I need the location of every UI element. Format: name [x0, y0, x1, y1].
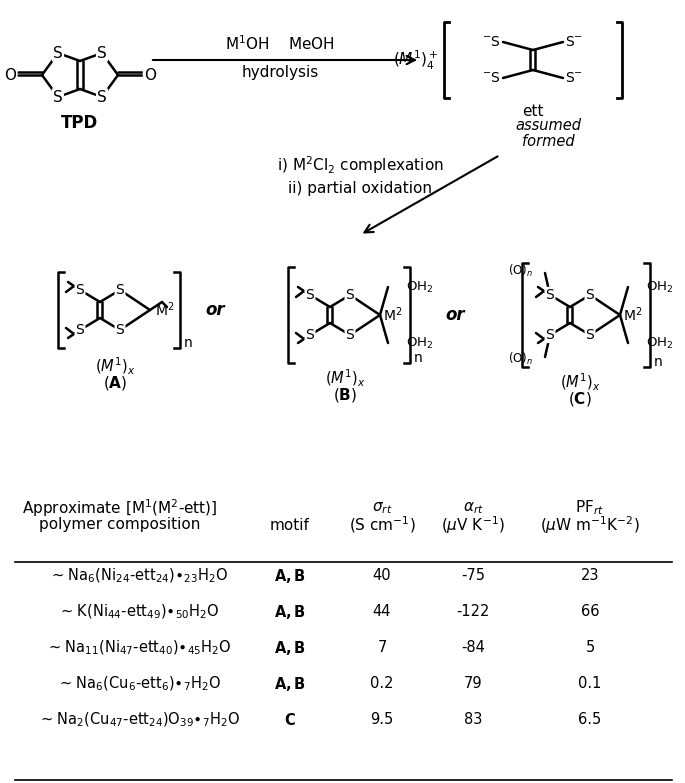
- Text: ($\mu$V K$^{-1}$): ($\mu$V K$^{-1}$): [441, 514, 505, 536]
- Text: S: S: [346, 288, 354, 302]
- Text: M$^1$OH    MeOH: M$^1$OH MeOH: [225, 34, 335, 53]
- Text: S: S: [97, 45, 107, 60]
- Text: -122: -122: [456, 604, 490, 619]
- Text: OH$_2$: OH$_2$: [646, 280, 673, 294]
- Text: S$^{-}$: S$^{-}$: [565, 71, 583, 85]
- Text: $\alpha_{rt}$: $\alpha_{rt}$: [462, 500, 484, 516]
- Text: 7: 7: [377, 640, 387, 655]
- Text: S: S: [53, 89, 63, 104]
- Text: -75: -75: [461, 568, 485, 583]
- Text: $(M^1)_4^+$: $(M^1)_4^+$: [393, 49, 438, 71]
- Text: $(\mathbf{C})$: $(\mathbf{C})$: [568, 390, 592, 408]
- Text: Approximate [M$^1$(M$^2$-ett)]: Approximate [M$^1$(M$^2$-ett)]: [22, 497, 218, 519]
- Text: S: S: [546, 288, 554, 302]
- Text: M$^2$: M$^2$: [623, 305, 643, 324]
- Text: PF$_{rt}$: PF$_{rt}$: [575, 499, 604, 518]
- Text: M$^2$: M$^2$: [383, 305, 402, 324]
- Text: ett: ett: [522, 104, 544, 120]
- Text: S: S: [546, 328, 554, 342]
- Text: formed: formed: [522, 133, 574, 149]
- Text: n: n: [184, 336, 192, 350]
- Text: O: O: [144, 67, 156, 82]
- Text: -84: -84: [461, 640, 485, 655]
- Text: polymer composition: polymer composition: [39, 518, 201, 532]
- Text: (O)$_n$: (O)$_n$: [508, 263, 533, 279]
- Text: (O)$_n$: (O)$_n$: [508, 351, 533, 367]
- Text: $^{-}$S: $^{-}$S: [482, 71, 501, 85]
- Text: $(M^1)_x$: $(M^1)_x$: [95, 355, 135, 377]
- Text: S: S: [306, 288, 314, 302]
- Text: assumed: assumed: [515, 118, 581, 133]
- Text: S: S: [97, 89, 107, 104]
- Text: S: S: [306, 328, 314, 342]
- Text: 23: 23: [581, 568, 599, 583]
- Text: hydrolysis: hydrolysis: [241, 64, 319, 80]
- Text: motif: motif: [270, 518, 310, 532]
- Text: 66: 66: [581, 604, 599, 619]
- Text: S: S: [116, 283, 125, 297]
- Text: n: n: [653, 355, 662, 369]
- Text: 5: 5: [586, 640, 595, 655]
- Text: $(\mathbf{B})$: $(\mathbf{B})$: [333, 386, 357, 404]
- Text: 9.5: 9.5: [371, 713, 394, 727]
- Text: TPD: TPD: [62, 114, 99, 132]
- Text: 79: 79: [464, 677, 482, 691]
- Text: 83: 83: [464, 713, 482, 727]
- Text: ($\mu$W m$^{-1}$K$^{-2}$): ($\mu$W m$^{-1}$K$^{-2}$): [540, 514, 640, 536]
- Text: ~ K(Ni$_{44}$-ett$_{49}$)$\bullet_{50}$H$_2$O: ~ K(Ni$_{44}$-ett$_{49}$)$\bullet_{50}$H…: [60, 603, 220, 621]
- Text: n: n: [414, 351, 423, 365]
- Text: OH$_2$: OH$_2$: [646, 335, 673, 351]
- Text: S$^{-}$: S$^{-}$: [565, 35, 583, 49]
- Text: $\mathbf{A,}$$\mathbf{B}$: $\mathbf{A,}$$\mathbf{B}$: [274, 567, 306, 585]
- Text: S: S: [75, 283, 84, 297]
- Text: S: S: [586, 328, 595, 342]
- Text: 0.1: 0.1: [578, 677, 601, 691]
- Text: ~ Na$_{11}$(Ni$_{47}$-ett$_{40}$)$\bullet_{45}$H$_2$O: ~ Na$_{11}$(Ni$_{47}$-ett$_{40}$)$\bulle…: [48, 639, 232, 657]
- Text: (S cm$^{-1}$): (S cm$^{-1}$): [349, 514, 415, 536]
- Text: 44: 44: [373, 604, 391, 619]
- Text: ~ Na$_6$(Cu$_6$-ett$_6$)$\bullet_7$H$_2$O: ~ Na$_6$(Cu$_6$-ett$_6$)$\bullet_7$H$_2$…: [59, 675, 221, 693]
- Text: or: or: [206, 301, 225, 319]
- Text: $\mathbf{C}$: $\mathbf{C}$: [284, 712, 296, 728]
- Text: $^{-}$S: $^{-}$S: [482, 35, 501, 49]
- Text: S: S: [346, 328, 354, 342]
- Text: ~ Na$_2$(Cu$_{47}$-ett$_{24}$)O$_{39}$$\bullet_7$H$_2$O: ~ Na$_2$(Cu$_{47}$-ett$_{24}$)O$_{39}$$\…: [40, 711, 240, 729]
- Text: S: S: [75, 323, 84, 337]
- Text: 6.5: 6.5: [578, 713, 601, 727]
- Text: S: S: [116, 323, 125, 337]
- Text: OH$_2$: OH$_2$: [406, 280, 434, 294]
- Text: 40: 40: [373, 568, 391, 583]
- Text: $\sigma_{rt}$: $\sigma_{rt}$: [372, 500, 393, 516]
- Text: $(\mathbf{A})$: $(\mathbf{A})$: [103, 374, 127, 392]
- Text: 0.2: 0.2: [371, 677, 394, 691]
- Text: $\mathbf{A,}$$\mathbf{B}$: $\mathbf{A,}$$\mathbf{B}$: [274, 675, 306, 693]
- Text: M$^2$: M$^2$: [155, 301, 174, 319]
- Text: O: O: [4, 67, 16, 82]
- Text: OH$_2$: OH$_2$: [406, 335, 434, 351]
- Text: $\mathbf{A,}$$\mathbf{B}$: $\mathbf{A,}$$\mathbf{B}$: [274, 603, 306, 621]
- Text: i) M$^2$Cl$_2$ complexation: i) M$^2$Cl$_2$ complexation: [277, 154, 443, 176]
- Text: or: or: [445, 306, 465, 324]
- Text: ii) partial oxidation: ii) partial oxidation: [288, 181, 432, 196]
- Text: S: S: [586, 288, 595, 302]
- Text: S: S: [53, 45, 63, 60]
- Text: $(M^1)_x$: $(M^1)_x$: [560, 371, 600, 392]
- Text: $\mathbf{A,}$$\mathbf{B}$: $\mathbf{A,}$$\mathbf{B}$: [274, 639, 306, 657]
- Text: $(M^1)_x$: $(M^1)_x$: [325, 367, 365, 388]
- Text: ~ Na$_6$(Ni$_{24}$-ett$_{24}$)$\bullet_{23}$H$_2$O: ~ Na$_6$(Ni$_{24}$-ett$_{24}$)$\bullet_{…: [51, 567, 229, 585]
